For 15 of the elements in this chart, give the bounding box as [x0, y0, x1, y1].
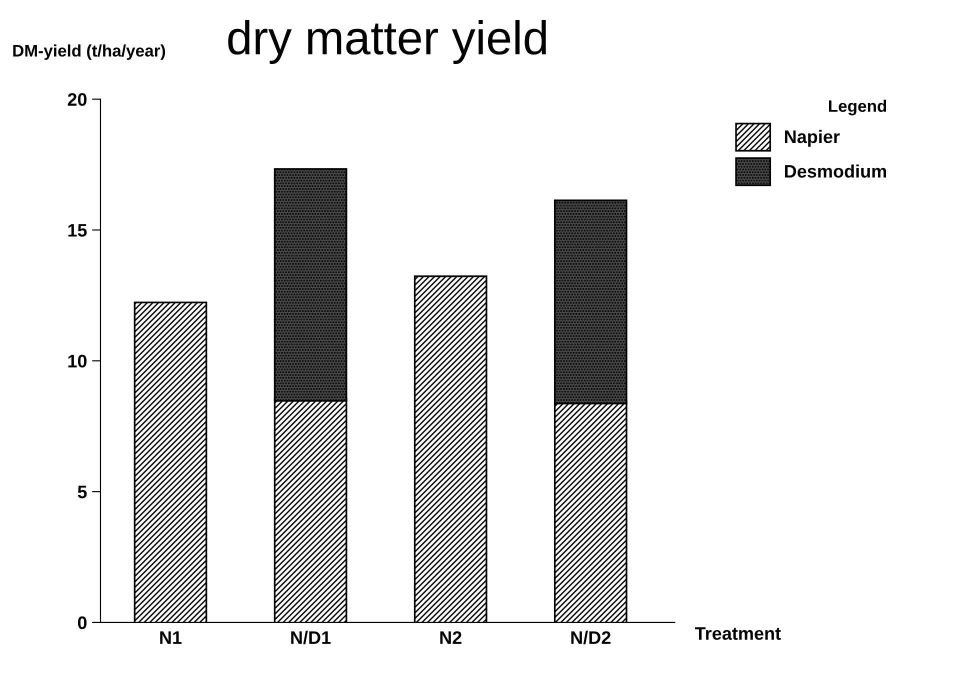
y-tick-label: 0	[78, 616, 87, 630]
legend-label: Napier	[785, 130, 840, 147]
x-tick-label: N1	[160, 631, 182, 644]
x-tick-label: N/D2	[571, 630, 610, 644]
y-tick-label: 15	[68, 224, 87, 237]
x-tick-label: N2	[440, 631, 462, 644]
y-tick-label: 20	[68, 93, 87, 106]
chart-title: dry matter yield	[228, 20, 546, 64]
y-tick-label: 10	[68, 354, 87, 368]
legend-label: Desmodium	[785, 164, 886, 178]
x-axis-title: Treatment	[694, 627, 781, 640]
legend-title: Legend	[829, 100, 886, 116]
x-tick-label: N/D1	[291, 630, 331, 644]
y-axis-title: DM-yield (t/ha/year)	[13, 44, 166, 60]
y-tick-label: 5	[78, 486, 87, 498]
